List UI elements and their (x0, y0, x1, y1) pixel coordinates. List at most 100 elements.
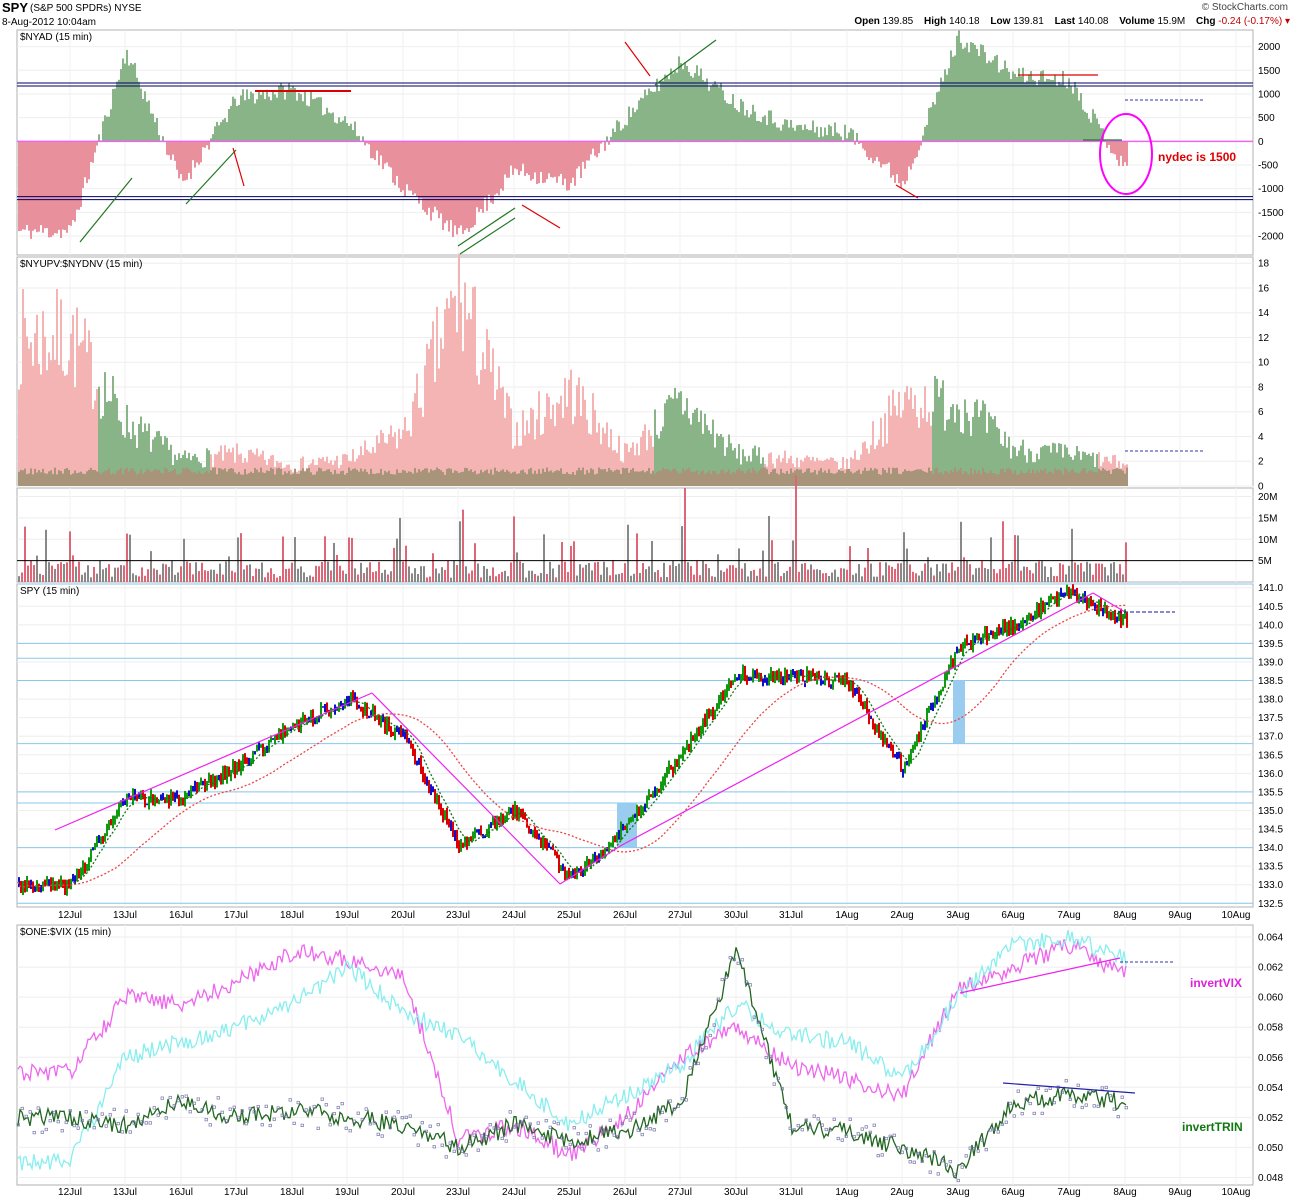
updown-base-bar (238, 471, 240, 486)
updown-bar (868, 453, 870, 486)
updown-bar (118, 420, 120, 486)
nyad-bar (634, 112, 636, 142)
updown-bar (882, 446, 884, 486)
updown-bar (730, 443, 732, 486)
updown-bar (520, 445, 522, 486)
inverttrin-point (684, 1098, 688, 1102)
volume-bar (945, 563, 947, 582)
updown-base-bar (500, 470, 502, 486)
nyad-bar (284, 99, 286, 142)
inverttrin-point (1012, 1114, 1016, 1118)
nyad-bar (530, 141, 532, 181)
volume-bar (900, 563, 902, 582)
volume-tick-label: 10M (1258, 535, 1277, 546)
nyad-bar (396, 141, 398, 176)
nyad-bar (614, 132, 616, 142)
nyad-bar (66, 141, 68, 233)
nyad-bar (700, 68, 702, 142)
volume-bar (639, 572, 641, 582)
nyad-bar (806, 128, 808, 142)
updown-base-bar (972, 474, 974, 486)
nyad-bar (680, 63, 682, 142)
updown-base-bar (64, 468, 66, 486)
nyad-bar (62, 141, 64, 230)
updown-bar (978, 416, 980, 486)
nyad-tick-label: 500 (1258, 113, 1275, 124)
updown-base-bar (380, 468, 382, 486)
nyad-bar (788, 127, 790, 142)
updown-base-bar (744, 473, 746, 486)
updown-bar (224, 445, 226, 486)
nyad-bar (128, 65, 130, 142)
inverttrin-point (864, 1125, 868, 1129)
updown-base-bar (546, 467, 548, 486)
inverttrin-point (268, 1123, 272, 1128)
nyad-bar (782, 124, 784, 142)
inverttrin-point (848, 1117, 852, 1121)
updown-base-bar (442, 472, 444, 486)
inverttrin-point (292, 1121, 296, 1125)
updown-bar (698, 421, 700, 486)
nyad-bar (362, 136, 364, 142)
inverttrin-point (596, 1148, 600, 1152)
nyad-bar (146, 101, 148, 142)
volume-bar (453, 560, 455, 582)
updown-bar (510, 408, 512, 486)
updown-base-bar (832, 473, 834, 486)
updown-bar (1058, 443, 1060, 486)
updown-base-bar (302, 468, 304, 486)
updown-bar (504, 417, 506, 486)
inverttrin-point (128, 1130, 132, 1134)
updown-base-bar (838, 469, 840, 486)
updown-bar (160, 436, 162, 486)
volume-bar (693, 574, 695, 582)
volume-bar (429, 576, 431, 582)
inverttrin-annotation: invertTRIN (1182, 1120, 1243, 1134)
updown-bar (128, 432, 130, 486)
volume-bar (111, 576, 113, 582)
updown-base-bar (318, 467, 320, 486)
nyad-bar (1078, 100, 1080, 142)
updown-base-bar (378, 473, 380, 486)
updown-bar (1020, 445, 1022, 486)
volume-bar (105, 567, 107, 582)
inverttrin-point (704, 1046, 708, 1050)
updown-bar (100, 418, 102, 486)
inverttrin-point (988, 1128, 992, 1132)
updown-base-bar (844, 473, 846, 486)
volume-bar (24, 526, 26, 582)
updown-base-bar (810, 472, 812, 486)
updown-base-bar (636, 471, 638, 486)
volume-bar (426, 577, 428, 582)
nyad-bar (840, 136, 842, 142)
nyad-bar (778, 127, 780, 142)
vix-date-label: 19Jul (335, 1187, 359, 1198)
updown-base-bar (584, 474, 586, 486)
inverttrin-point (1116, 1115, 1120, 1119)
nyad-bar (760, 122, 762, 142)
nyad-bar (622, 128, 624, 142)
volume-bar (546, 573, 548, 582)
updown-bar (110, 401, 112, 486)
nyad-bar (328, 112, 330, 142)
updown-base-bar (80, 471, 82, 486)
nyad-bar (110, 109, 112, 142)
updown-bar (996, 427, 998, 486)
updown-bar (232, 447, 234, 486)
updown-base-bar (836, 472, 838, 486)
inverttrin-point (612, 1133, 616, 1137)
nyad-bar (674, 71, 676, 142)
volume-bar (162, 563, 164, 582)
inverttrin-point (496, 1126, 500, 1130)
updown-bar (854, 450, 856, 486)
updown-bar (834, 460, 836, 486)
vix-tick-label: 0.062 (1258, 963, 1283, 974)
volume-bar (504, 570, 506, 582)
volume-bar (561, 541, 563, 582)
updown-bar (548, 397, 550, 486)
volume-bar (210, 569, 212, 582)
updown-base-bar (94, 469, 96, 486)
updown-base-bar (208, 472, 210, 486)
updown-bar (968, 420, 970, 486)
updown-bar (1012, 445, 1014, 486)
